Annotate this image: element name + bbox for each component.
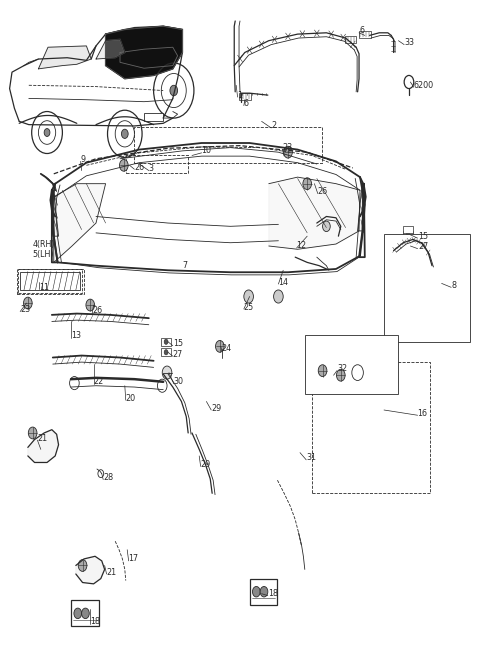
Circle shape [164,339,168,344]
Text: 10: 10 [202,146,212,155]
Text: 23: 23 [20,305,30,314]
Text: 18: 18 [90,617,100,626]
Circle shape [406,232,410,237]
Bar [312,362,430,493]
Bar [17,269,84,294]
Text: 9: 9 [81,155,86,164]
Polygon shape [96,39,125,59]
Circle shape [120,159,128,171]
Polygon shape [269,177,360,249]
Text: 16: 16 [418,409,428,418]
Circle shape [303,178,312,190]
Text: 6200: 6200 [414,81,434,90]
Bar [144,113,163,121]
Text: 4(RH): 4(RH) [33,240,55,249]
Text: 29: 29 [201,460,211,469]
Bar [403,237,413,244]
Circle shape [216,340,224,352]
Polygon shape [76,556,105,584]
Circle shape [86,299,95,311]
Text: 7: 7 [182,261,188,270]
Text: 20: 20 [126,394,136,403]
Circle shape [406,243,410,249]
Bar [305,335,398,394]
Text: 29: 29 [211,403,221,413]
Bar [345,36,356,43]
Circle shape [336,369,345,381]
Circle shape [284,146,292,158]
Bar [161,348,171,356]
Bar [20,272,80,290]
Text: 11: 11 [39,283,49,292]
Circle shape [318,365,327,377]
Text: 27: 27 [173,350,183,359]
Text: 13: 13 [71,331,81,340]
Text: 25: 25 [244,302,254,312]
Text: 8: 8 [451,281,456,290]
Text: 33: 33 [404,38,414,47]
Text: 30: 30 [174,377,184,386]
Polygon shape [54,190,59,236]
Text: 15: 15 [419,232,429,241]
Text: 2: 2 [271,121,276,131]
Polygon shape [54,184,106,262]
Text: 21: 21 [107,567,117,577]
Circle shape [28,427,37,439]
Text: 1: 1 [238,91,242,100]
Circle shape [74,608,82,619]
Polygon shape [38,46,91,69]
Text: 17: 17 [129,554,139,564]
Circle shape [78,560,87,571]
Circle shape [274,290,283,303]
Bar [71,600,99,626]
Circle shape [162,366,172,379]
Bar [126,155,188,173]
Bar [403,242,413,250]
Text: 23: 23 [282,143,292,152]
Text: 26: 26 [92,306,102,316]
Bar [134,127,322,163]
Circle shape [323,221,330,232]
Bar [403,231,413,239]
Text: 24: 24 [222,344,232,354]
Text: 21: 21 [37,434,48,443]
Circle shape [252,586,260,597]
Text: 6: 6 [244,99,249,108]
Bar [384,234,470,342]
Text: 5(LH): 5(LH) [33,250,54,259]
Bar [250,579,277,605]
Text: 32: 32 [337,364,347,373]
Text: 14: 14 [278,277,288,287]
Text: 22: 22 [94,377,104,386]
Circle shape [260,586,268,597]
Circle shape [244,290,253,303]
Circle shape [170,85,178,96]
Polygon shape [358,184,362,231]
Text: 6: 6 [359,26,364,35]
Circle shape [121,129,128,138]
Text: 28: 28 [103,473,113,482]
Polygon shape [106,26,182,79]
Polygon shape [28,430,59,462]
Text: 27: 27 [419,242,429,251]
Bar [359,31,371,38]
Circle shape [82,608,89,619]
Bar [161,338,171,346]
Text: 3: 3 [149,164,154,173]
Bar [18,269,82,293]
Text: 26: 26 [318,187,328,196]
Text: 12: 12 [297,241,307,251]
Bar [239,93,251,100]
Circle shape [164,350,168,355]
Circle shape [24,297,32,309]
Bar [403,226,413,233]
Text: 18: 18 [268,589,278,598]
Circle shape [44,129,50,136]
Text: 15: 15 [173,339,183,348]
Text: 26: 26 [134,163,144,172]
Text: 31: 31 [306,453,316,462]
